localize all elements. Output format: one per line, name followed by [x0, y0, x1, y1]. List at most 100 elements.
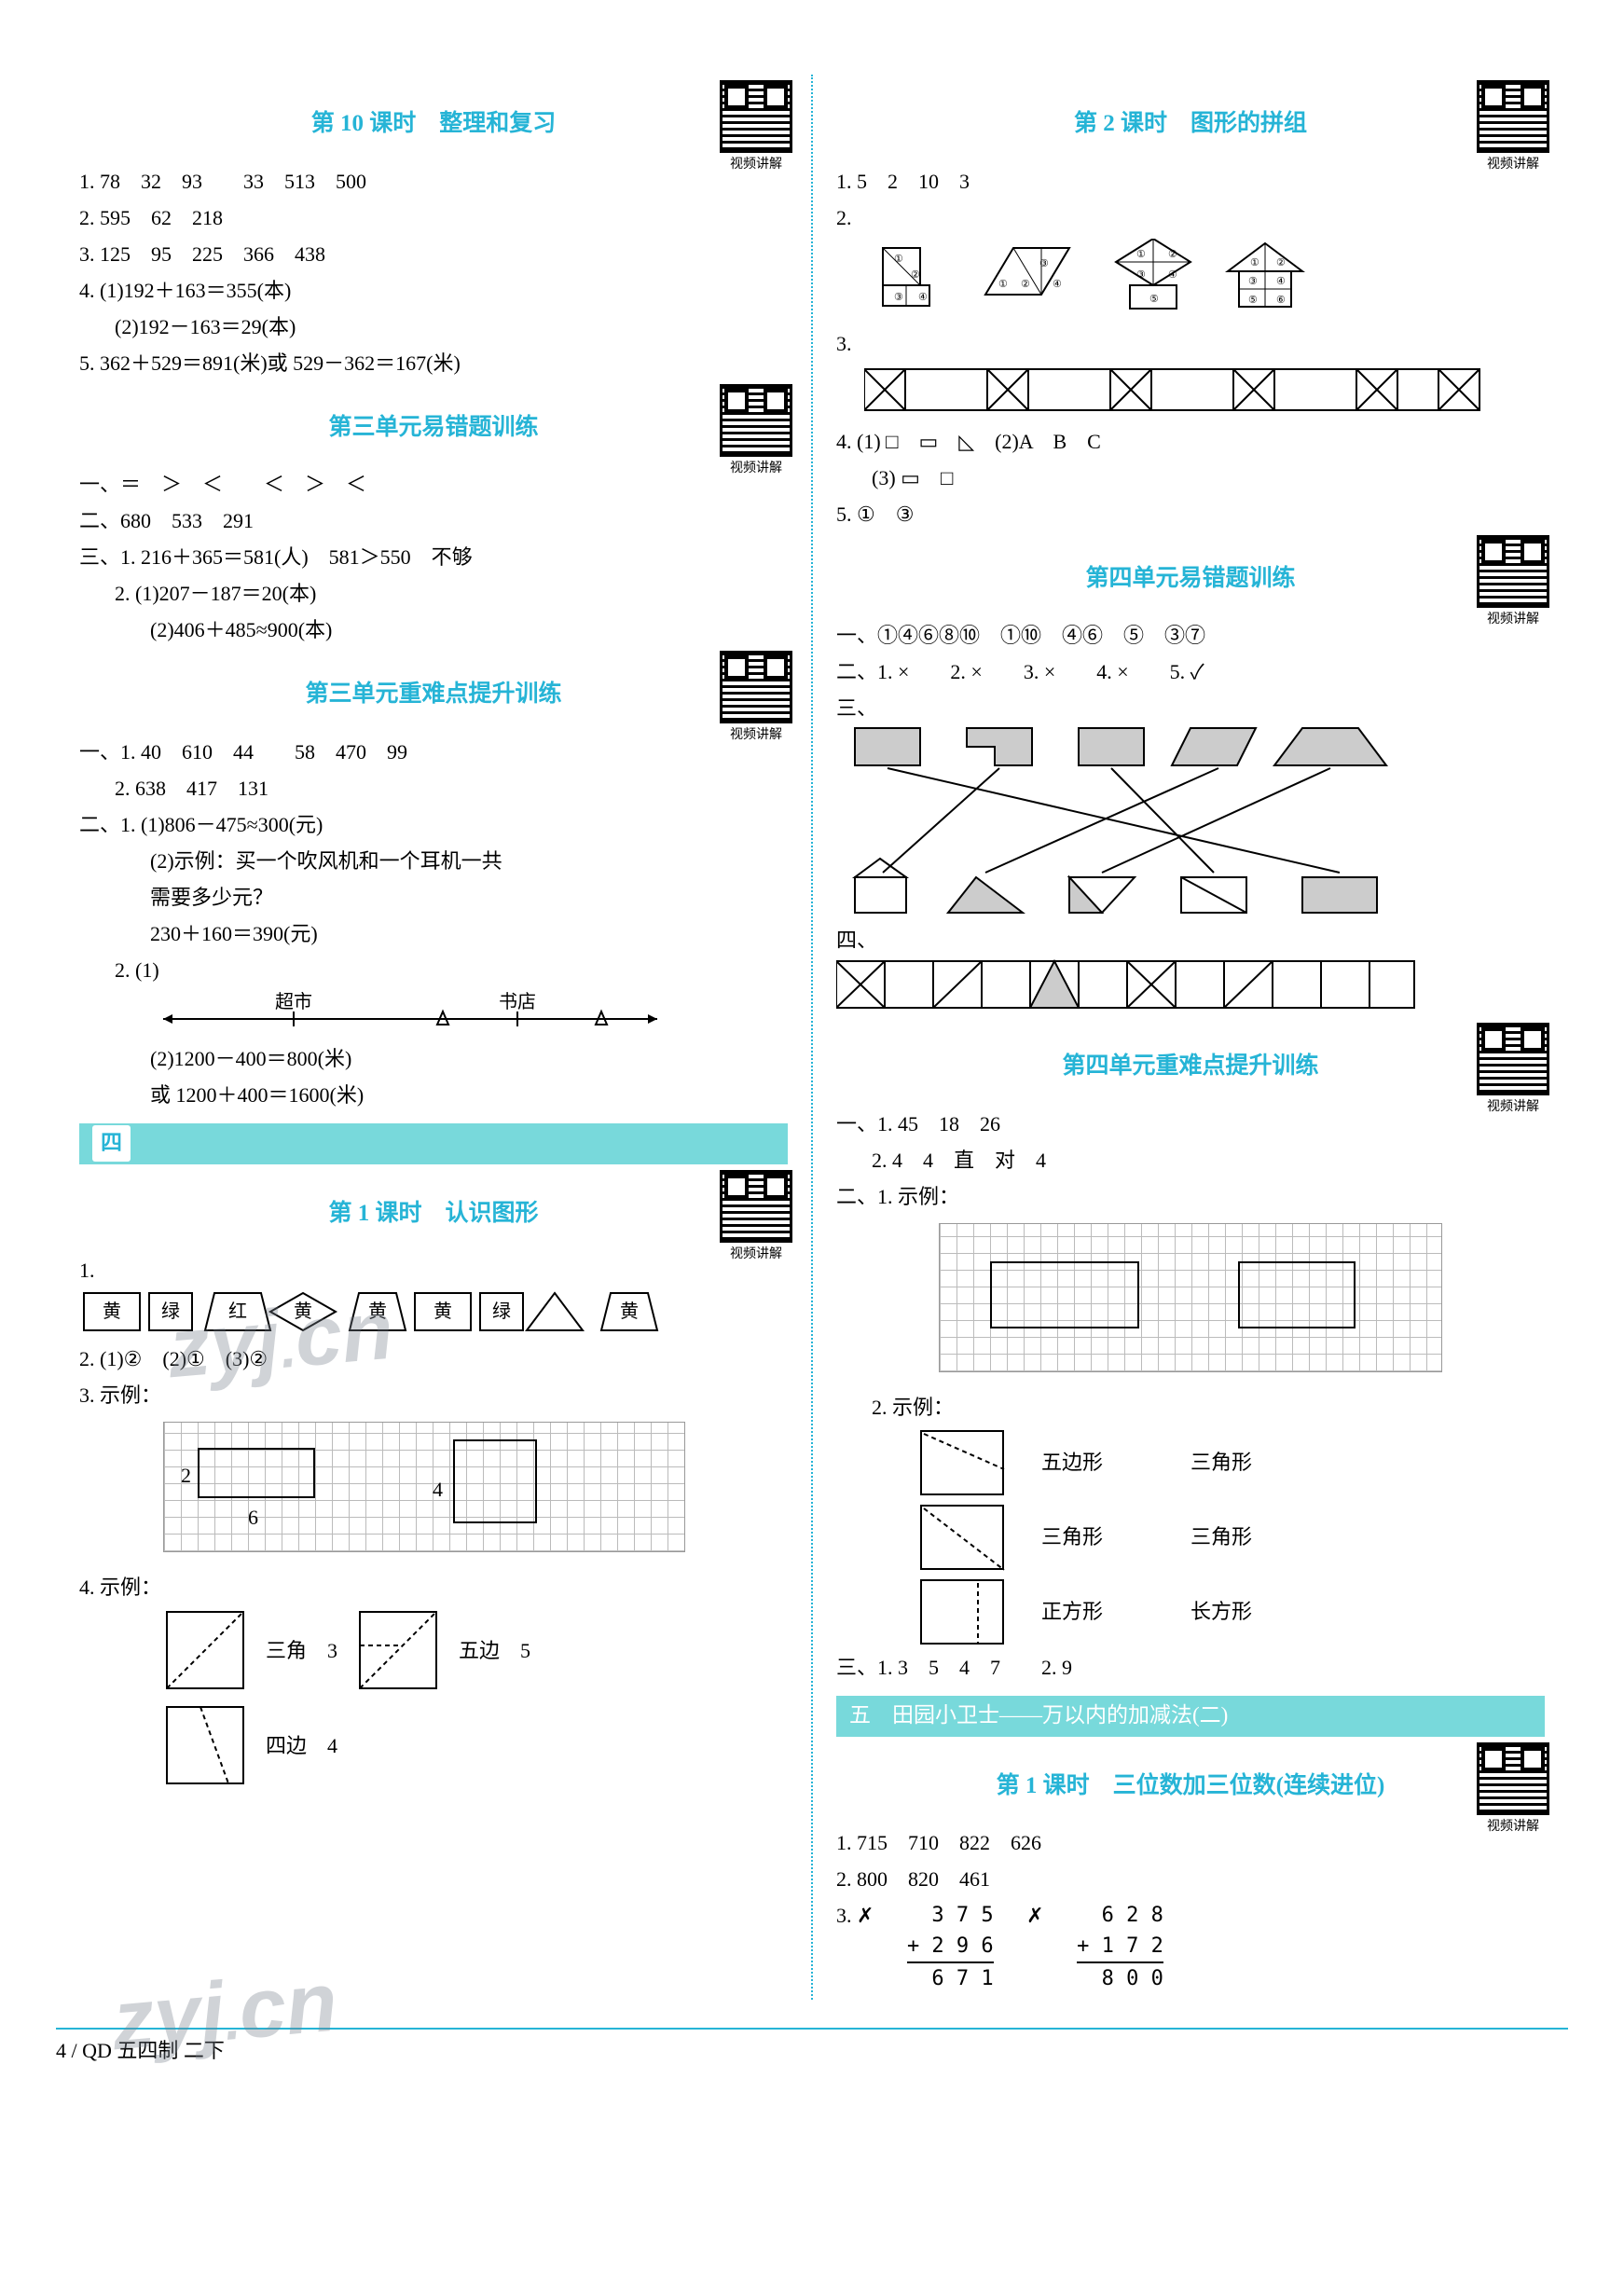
qr-label: 视频讲解 [1477, 155, 1549, 174]
svg-text:②: ② [911, 269, 920, 281]
text: 5. 362＋529＝891(米)或 529－362＝167(米) [79, 348, 788, 378]
text: 2. 595 62 218 [79, 202, 788, 233]
num: 3 7 5 [907, 1900, 994, 1931]
band-num: 四 [92, 1125, 131, 1162]
label: 三角形 [1190, 1447, 1312, 1478]
right-column: 第 2 课时 图形的拼组 视频讲解 1. 5 2 10 3 2. ①② ③④ ①… [813, 75, 1568, 2000]
qr-label: 视频讲解 [1477, 1817, 1549, 1837]
qr-icon [1477, 1742, 1549, 1815]
addition-row: 3. ✗ 3 7 5 + 2 9 6 6 7 1 ✗ 6 2 8 + 1 7 2… [836, 1900, 1545, 1994]
svg-text:④: ④ [918, 292, 928, 303]
text: 三、1. 216＋365＝581(人) 581＞550 不够 [79, 542, 788, 572]
svg-text:黄: 黄 [434, 1301, 452, 1322]
heading-r1: 第 2 课时 图形的拼组 [1074, 106, 1307, 142]
svg-text:黄: 黄 [294, 1301, 312, 1322]
label: 正方形 [1041, 1596, 1163, 1627]
qr-label: 视频讲解 [1477, 1097, 1549, 1117]
num: + 2 9 6 [907, 1931, 994, 1961]
svg-text:②: ② [1168, 249, 1177, 260]
svg-text:⑤: ⑤ [1149, 294, 1159, 305]
text: (2)示例：买一个吹风机和一个耳机一共 [79, 846, 788, 876]
heading-r4: 第 1 课时 三位数加三位数(连续进位) [997, 1769, 1385, 1804]
text: 二、1. × 2. × 3. × 4. × 5. ✓ [836, 656, 1545, 687]
label: 三角 3 [266, 1635, 337, 1666]
text: 4. (1) □ ▭ ◺ (2)A B C [836, 426, 1545, 457]
svg-text:⑤: ⑤ [1248, 295, 1258, 306]
dim-label: 2 [181, 1460, 191, 1491]
dim-label: 4 [433, 1474, 443, 1505]
label: 书店 [499, 991, 536, 1012]
matching-diagram [836, 723, 1433, 919]
text: 2. (1)207－187＝20(本) [79, 578, 788, 609]
label: 长方形 [1190, 1596, 1312, 1627]
text: 230＋160＝390(元) [79, 918, 788, 949]
number-line-diagram: 超市 书店 [154, 991, 676, 1038]
text: 4. 示例： [79, 1572, 788, 1603]
svg-text:黄: 黄 [103, 1301, 121, 1322]
num: 6 7 1 [907, 1961, 994, 1994]
qr-icon [720, 1170, 792, 1243]
qr-icon [720, 651, 792, 723]
left-column: 第 10 课时 整理和复习 视频讲解 1. 78 32 93 33 513 50… [56, 75, 813, 2000]
text: 三、 [836, 693, 1545, 919]
text: 2. (1)② (2)① (3)② [79, 1343, 788, 1374]
label: 五边 5 [459, 1635, 530, 1666]
qr-icon [720, 384, 792, 457]
num: + 1 7 2 [1077, 1931, 1163, 1961]
text: (2)1200－400＝800(米) [79, 1043, 788, 1074]
text: 1. 715 710 822 626 [836, 1827, 1545, 1858]
text: (3) ▭ □ [836, 462, 1545, 493]
text: 一、1. 45 18 26 [836, 1108, 1545, 1139]
text: 二、1. 示例： [836, 1181, 1545, 1212]
footer: 4 / QD 五四制 二下 [56, 2028, 1568, 2066]
heading-l1: 第 10 课时 整理和复习 [311, 106, 557, 142]
svg-text:②: ② [1276, 257, 1286, 268]
tangram-row: ①② ③④ ①② ③④ ①② ③④ ⑤ [864, 239, 1330, 323]
text: 2. [836, 202, 1545, 233]
shape-example-row: 四边 4 [163, 1703, 788, 1787]
grid-example-2 [939, 1223, 1442, 1372]
svg-text:绿: 绿 [492, 1301, 511, 1322]
pattern-strip [864, 365, 1498, 420]
heading-l2: 第三单元易错题训练 [328, 410, 538, 446]
footer-text: 4 / QD 五四制 二下 [56, 2039, 225, 2062]
text: 1. 78 32 93 33 513 500 [79, 166, 788, 197]
shapes-row: 黄 绿 红 黄 黄 黄 绿 黄 [79, 1286, 695, 1338]
text: 5. ① ③ [836, 499, 1545, 530]
svg-text:绿: 绿 [161, 1301, 180, 1322]
text: 四、 [836, 925, 1545, 1017]
qr-label: 视频讲解 [720, 1245, 792, 1264]
shape-example-row: 三角 3 五边 5 [163, 1608, 788, 1692]
band-text: 五 田园小卫士——万以内的加减法(二) [849, 1700, 1228, 1732]
q1: 1. 黄 绿 红 黄 黄 黄 绿 黄 [79, 1255, 788, 1338]
heading-l3: 第三单元重难点提升训练 [305, 677, 561, 712]
qr-label: 视频讲解 [1477, 610, 1549, 629]
text: 一、①④⑥⑧⑩ ①⑩ ④⑥ ⑤ ③⑦ [836, 620, 1545, 651]
svg-text:①: ① [1136, 249, 1146, 260]
text: 2. 示例： [836, 1392, 1545, 1423]
text: 2. 4 4 直 对 4 [836, 1145, 1545, 1176]
label: 超市 [275, 991, 312, 1012]
text: (2)192－163＝29(本) [79, 311, 788, 342]
svg-text:红: 红 [228, 1301, 247, 1322]
svg-text:③: ③ [1136, 269, 1146, 281]
label: ✗ [1026, 1904, 1043, 1927]
text: 2. (1) [79, 955, 788, 985]
heading-l4: 第 1 课时 认识图形 [328, 1196, 538, 1232]
label: 三角形 [1041, 1521, 1163, 1552]
svg-text:③: ③ [894, 292, 903, 303]
text: 2. 638 417 131 [79, 773, 788, 804]
qr-icon [720, 80, 792, 153]
section-band-5: 五 田园小卫士——万以内的加减法(二) [836, 1696, 1545, 1737]
grid-example: 2 6 4 [163, 1422, 685, 1552]
text: 3. 125 95 225 366 438 [79, 239, 788, 269]
heading-r3: 第四单元重难点提升训练 [1062, 1049, 1318, 1084]
label: 三角形 [1190, 1521, 1312, 1552]
label: 3. ✗ [836, 1904, 874, 1927]
qr-label: 视频讲解 [720, 459, 792, 478]
pattern-strip-2 [836, 956, 1433, 1017]
num: 8 0 0 [1077, 1961, 1163, 1994]
text: 4. (1)192＋163＝355(本) [79, 275, 788, 306]
qr-icon [1477, 535, 1549, 608]
svg-text:③: ③ [1039, 258, 1049, 269]
